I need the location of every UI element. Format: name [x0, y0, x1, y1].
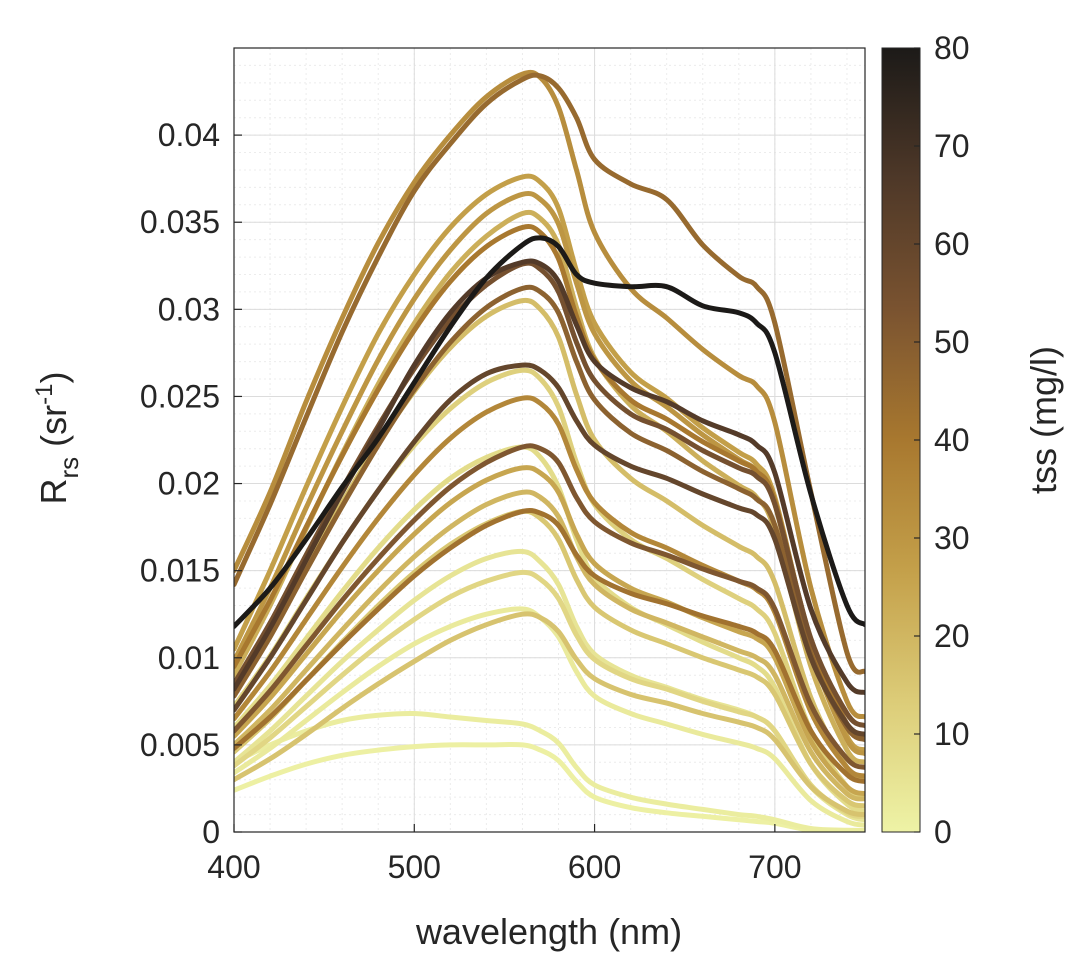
plot-frame [233, 47, 866, 833]
spectrum-line [234, 443, 865, 770]
y-tick-label: 0.04 [158, 117, 220, 153]
y-tick-label: 0.01 [158, 640, 220, 676]
x-tick-label: 500 [388, 849, 441, 885]
y-tick-label: 0.035 [140, 204, 220, 240]
x-tick-label: 400 [207, 849, 260, 885]
y-tick-label: 0.025 [140, 378, 220, 414]
y-label-unit-open: (sr [33, 405, 74, 457]
colorbar [881, 47, 921, 833]
colorbar-tick-label: 70 [934, 128, 970, 164]
colorbar-tick-label: 10 [934, 716, 970, 752]
x-axis-label: wavelength (nm) [415, 911, 682, 952]
colorbar-label: tss (mg/l) [1023, 346, 1064, 494]
colorbar-tick-label: 30 [934, 520, 970, 556]
y-tick-label: 0.02 [158, 466, 220, 502]
y-label-main: R [33, 479, 74, 505]
svg-text:Rrs (sr-1): Rrs (sr-1) [31, 372, 84, 505]
colorbar-tick-label: 80 [934, 30, 970, 66]
y-axis-label: Rrs (sr-1) [31, 372, 84, 505]
y-tick-label: 0.005 [140, 727, 220, 763]
y-axis: 0 0.005 0.01 0.015 0.02 0.025 0.03 0.035 0.04 [140, 117, 242, 850]
y-tick-label: 0.03 [158, 291, 220, 327]
spectrum-line [234, 362, 865, 737]
spectrum-line [234, 284, 865, 743]
spectrum-line [234, 507, 865, 784]
spectrum-line [234, 742, 865, 832]
colorbar-tick-label: 50 [934, 324, 970, 360]
spectrum-line [234, 569, 865, 819]
y-tick-label: 0 [202, 814, 220, 850]
spectrum-line [234, 297, 865, 781]
spectrum-line [234, 465, 865, 797]
series-group [234, 69, 865, 832]
colorbar-ticks: 0 10 20 30 40 50 60 70 80 [914, 30, 970, 850]
x-axis: 400 500 600 700 [207, 824, 802, 885]
y-label-unit-sup: -1 [31, 384, 58, 405]
colorbar-tick-label: 0 [934, 814, 952, 850]
spectrum-line [234, 72, 865, 675]
spectrum-line [234, 235, 865, 629]
x-tick-label: 700 [748, 849, 801, 885]
colorbar-tick-label: 40 [934, 422, 970, 458]
spectrum-line [234, 69, 865, 720]
spectrum-line [234, 710, 865, 832]
y-label-sub: rs [54, 457, 84, 479]
y-tick-label: 0.015 [140, 553, 220, 589]
spectrum-line [234, 611, 865, 818]
x-tick-label: 600 [568, 849, 621, 885]
colorbar-tick-label: 60 [934, 226, 970, 262]
colorbar-tick-label: 20 [934, 618, 970, 654]
y-label-unit-close: ) [33, 372, 74, 384]
spectrum-line [234, 606, 865, 828]
